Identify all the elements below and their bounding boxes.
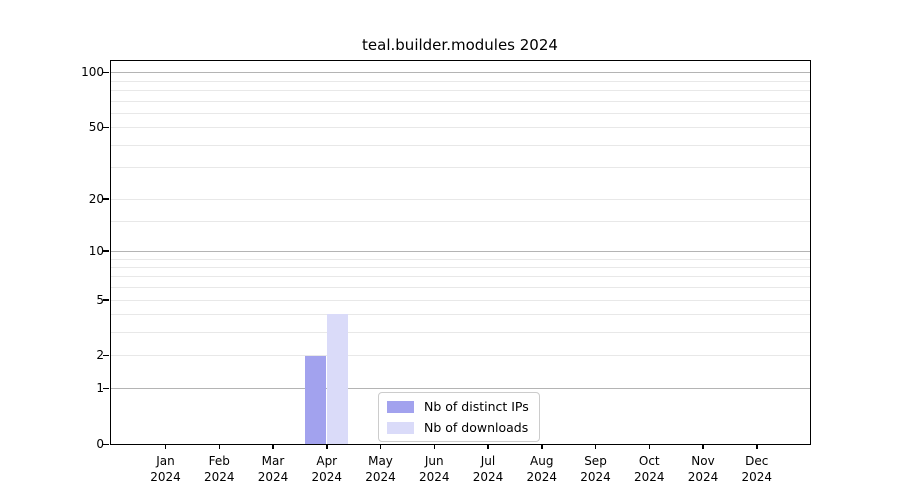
minor-gridline <box>111 266 810 268</box>
y-tick-label: 5 <box>96 292 104 307</box>
y-tick-label: 2 <box>96 348 104 363</box>
y-tick-mark <box>103 354 109 357</box>
gridline-100 <box>111 72 810 74</box>
x-tick-mark <box>594 444 597 449</box>
minor-gridline <box>111 144 810 146</box>
y-tick-label: 0 <box>96 437 104 451</box>
y-tick-label: 10 <box>88 243 104 258</box>
y-tick-label: 50 <box>88 120 104 135</box>
x-tick-label: Aug 2024 <box>526 454 558 484</box>
bar-distinct-ips <box>305 355 327 444</box>
x-tick-mark <box>164 444 167 449</box>
minor-gridline <box>111 220 810 222</box>
x-tick-label: Feb 2024 <box>203 454 235 484</box>
x-tick-mark <box>272 444 274 449</box>
y-tick-mark <box>103 250 109 252</box>
gridline-50 <box>111 127 810 129</box>
y-tick-mark <box>103 443 109 445</box>
legend-item-downloads: Nb of downloads <box>387 420 531 435</box>
minor-gridline <box>111 80 810 82</box>
minor-gridline <box>111 332 810 334</box>
x-tick-mark <box>379 444 382 449</box>
x-tick-mark <box>648 444 650 449</box>
minor-gridline <box>111 314 810 316</box>
legend-swatch-distinct-ips <box>387 400 414 413</box>
x-tick-mark <box>326 444 328 449</box>
x-tick-mark <box>433 444 435 449</box>
legend-swatch-downloads <box>387 421 414 434</box>
x-tick-mark <box>218 444 220 449</box>
x-tick-label: Apr 2024 <box>311 454 343 484</box>
gridline-2 <box>111 355 810 357</box>
minor-gridline <box>111 89 810 91</box>
y-tick-mark <box>103 71 109 74</box>
legend-label-downloads: Nb of downloads <box>424 420 529 435</box>
x-tick-label: Jul 2024 <box>472 454 504 484</box>
x-tick-label: Jun 2024 <box>418 454 450 484</box>
minor-gridline <box>111 167 810 169</box>
plot-area: Nb of distinct IPs Nb of downloads 0 1 2 5 1… <box>81 60 811 484</box>
y-tick-label: 20 <box>88 191 104 206</box>
y-tick-mark <box>103 198 109 200</box>
x-tick-mark <box>702 444 704 449</box>
legend-item-distinct-ips: Nb of distinct IPs <box>387 399 531 414</box>
legend: Nb of distinct IPs Nb of downloads <box>378 392 540 442</box>
gridline-1 <box>111 388 810 390</box>
x-tick-mark <box>487 444 489 449</box>
x-tick-label: Sep 2024 <box>580 454 611 484</box>
y-tick-mark <box>103 299 109 301</box>
x-tick-label: Jan 2024 <box>150 454 181 484</box>
minor-gridline <box>111 258 810 260</box>
y-tick-label: 1 <box>96 381 104 396</box>
x-tick-label: Dec 2024 <box>741 454 773 484</box>
minor-gridline <box>111 112 810 114</box>
y-tick-mark <box>103 387 109 390</box>
x-tick-mark <box>756 444 758 449</box>
minor-gridline <box>111 100 810 102</box>
gridline-20 <box>111 198 810 200</box>
x-tick-mark <box>541 444 543 449</box>
x-tick-label: Oct 2024 <box>633 454 665 484</box>
minor-gridline <box>111 276 810 278</box>
bar-downloads <box>327 314 349 444</box>
x-tick-label: May 2024 <box>365 454 396 484</box>
minor-gridline <box>111 287 810 289</box>
y-tick-label: 100 <box>81 65 104 80</box>
chart-title: teal.builder.modules 2024 <box>362 36 558 54</box>
y-tick-mark <box>103 126 109 129</box>
gridline-10 <box>111 250 810 252</box>
legend-label-distinct-ips: Nb of distinct IPs <box>424 399 529 414</box>
gridline-5 <box>111 299 810 301</box>
x-tick-label: Mar 2024 <box>257 454 289 484</box>
x-tick-label: Nov 2024 <box>687 454 719 484</box>
